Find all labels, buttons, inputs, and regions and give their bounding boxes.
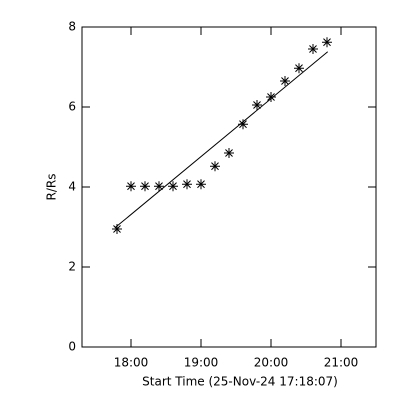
y-tick-label: 0 [68, 340, 76, 354]
data-point [294, 63, 304, 74]
x-tick-label: 19:00 [184, 356, 219, 370]
data-point [252, 100, 262, 110]
data-point [182, 179, 192, 190]
data-point [322, 37, 332, 48]
data-point [196, 179, 206, 190]
x-tick-label: 20:00 [254, 356, 289, 370]
y-tick-label: 8 [68, 20, 76, 34]
data-point [112, 224, 122, 234]
data-point [210, 161, 220, 172]
x-tick-label: 18:00 [114, 356, 149, 370]
y-tick-label: 4 [68, 180, 76, 194]
y-axis-label: R/Rs [45, 174, 59, 201]
data-point [140, 181, 150, 192]
fit-line [114, 51, 329, 229]
y-tick-label: 6 [68, 100, 76, 114]
data-point [126, 181, 136, 192]
x-axis-label: Start Time (25-Nov-24 17:18:07) [142, 375, 338, 389]
plot-frame [81, 26, 377, 348]
data-point [308, 44, 318, 54]
data-point [224, 148, 234, 158]
y-tick-label: 2 [68, 260, 76, 274]
data-point [154, 181, 164, 192]
data-point [168, 181, 178, 192]
x-tick-label: 21:00 [324, 356, 359, 370]
data-point [266, 92, 276, 102]
data-point [238, 119, 248, 130]
data-point [280, 76, 290, 86]
